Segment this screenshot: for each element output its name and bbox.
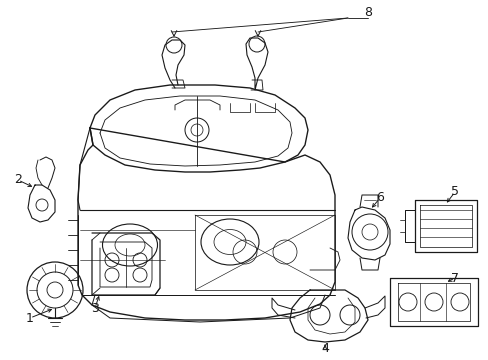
Text: 2: 2	[14, 174, 22, 186]
Text: 8: 8	[363, 5, 371, 18]
Text: 3: 3	[91, 301, 99, 315]
Text: 1: 1	[26, 311, 34, 324]
Text: 4: 4	[321, 342, 328, 355]
Text: 6: 6	[375, 192, 383, 204]
Text: 5: 5	[450, 185, 458, 198]
Text: 7: 7	[450, 271, 458, 284]
